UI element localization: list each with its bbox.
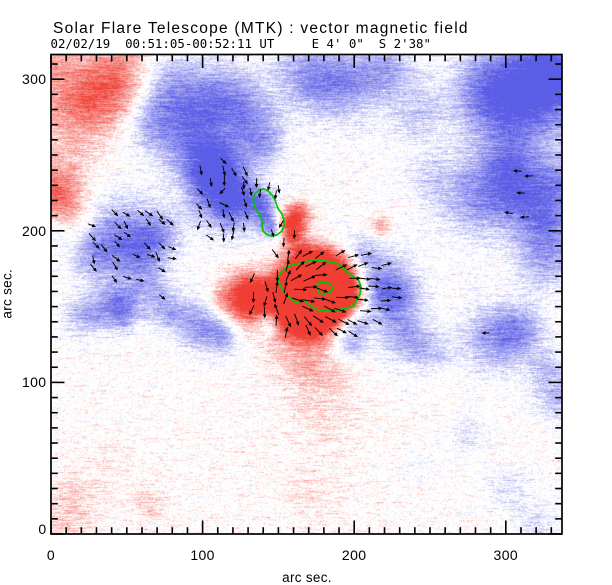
- y-tick-label: 200: [21, 222, 47, 239]
- x-tick-label: 300: [493, 546, 519, 563]
- y-tick-label: 0: [38, 521, 47, 537]
- x-tick-label: 200: [341, 546, 367, 563]
- x-tick-label: 0: [46, 546, 56, 563]
- plot-box: [50, 53, 563, 535]
- y-axis-label: arc sec.: [0, 268, 14, 319]
- magnetogram-image: [51, 54, 562, 534]
- x-axis-label: arc sec.: [282, 569, 332, 585]
- figure-title: Solar Flare Telescope (MTK) : vector mag…: [53, 19, 469, 37]
- y-tick-label: 300: [21, 71, 47, 88]
- vector-arrows: [88, 157, 533, 338]
- x-tick-label: 100: [190, 546, 215, 563]
- contour-neutral-finger: [252, 188, 285, 237]
- figure-subtitle: 02/02/19 00:51:05-00:52:11 UT E 4' 0" S …: [50, 35, 431, 51]
- axis-ticks: [50, 54, 562, 535]
- y-tick-label: 100: [21, 374, 47, 391]
